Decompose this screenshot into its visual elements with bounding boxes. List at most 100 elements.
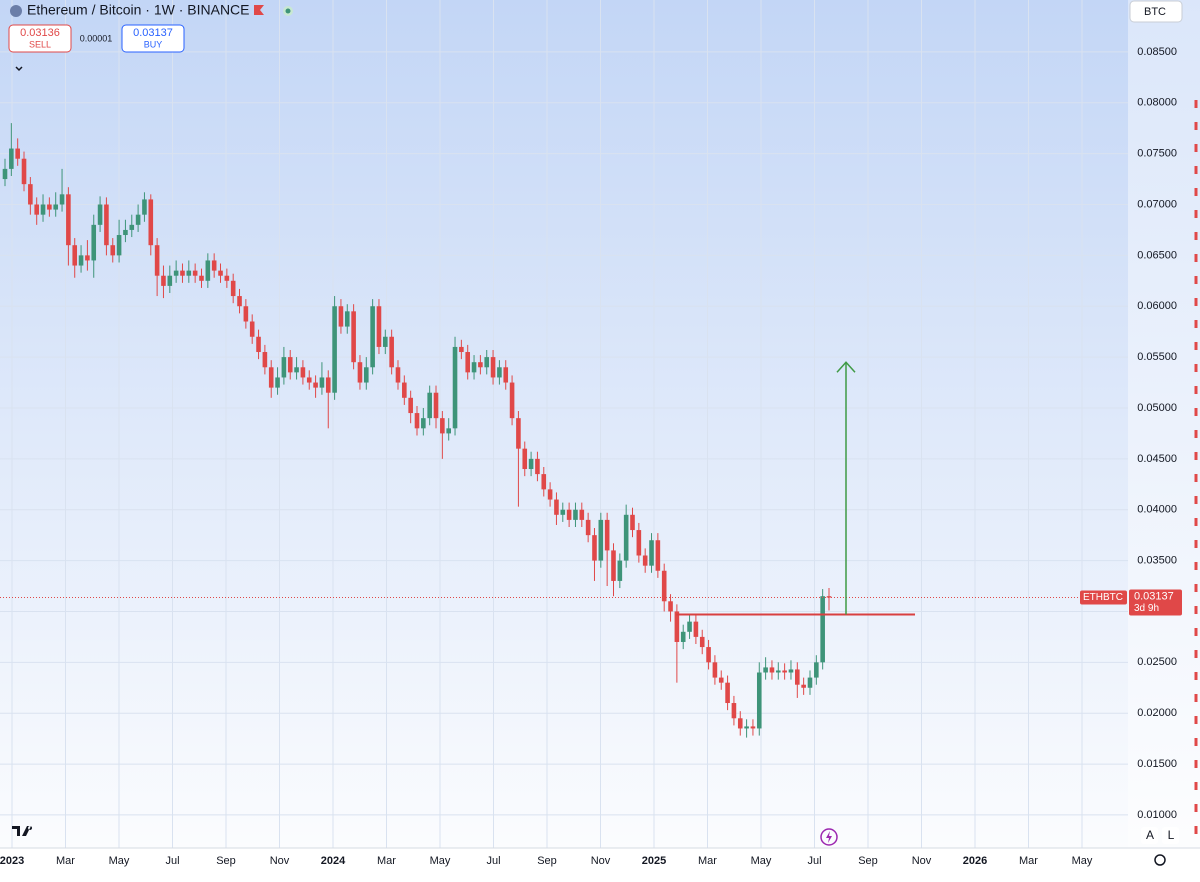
- y-tick-label: 0.02000: [1137, 707, 1177, 719]
- currency-button[interactable]: [1129, 0, 1183, 23]
- x-tick-label: Mar: [1019, 855, 1038, 867]
- x-tick-label: May: [751, 855, 772, 867]
- candle-body: [471, 362, 477, 373]
- candle-body: [541, 474, 547, 490]
- x-tick-label: 2026: [963, 855, 987, 867]
- candle-body: [566, 509, 572, 520]
- candle-body: [21, 158, 27, 185]
- candle-body: [370, 306, 375, 368]
- candle-body: [325, 377, 331, 393]
- candle-body: [294, 367, 299, 373]
- candle-body: [795, 669, 800, 685]
- x-tick-label: Jul: [486, 855, 500, 867]
- plot-background: [0, 0, 1128, 848]
- logo: [12, 826, 33, 836]
- candle-body: [814, 662, 819, 678]
- candle-body: [547, 489, 553, 500]
- buy-button[interactable]: [121, 24, 185, 53]
- candle-body: [59, 194, 65, 205]
- y-tick-label: 0.07000: [1137, 198, 1177, 210]
- candle-body: [344, 311, 350, 327]
- candle-body: [300, 367, 306, 378]
- auto-scale-button[interactable]: [1141, 827, 1158, 844]
- x-tick-label: Jul: [807, 855, 821, 867]
- x-tick-label: 2025: [642, 855, 666, 867]
- candle-body: [97, 204, 103, 225]
- candle-body: [9, 148, 14, 169]
- candle-body: [516, 418, 521, 449]
- currency-label: BTC: [1144, 6, 1166, 18]
- candle-body: [249, 321, 255, 337]
- sell-button[interactable]: [8, 24, 72, 53]
- candle-body: [34, 204, 39, 215]
- y-tick-label: 0.04500: [1137, 453, 1177, 465]
- candle-body: [395, 367, 401, 383]
- candle-body: [173, 270, 179, 276]
- candle-body: [306, 377, 312, 383]
- candle-body: [72, 245, 78, 266]
- candle-body: [687, 621, 692, 632]
- candle-body: [363, 367, 369, 383]
- log-scale-button[interactable]: [1162, 827, 1179, 844]
- candle-body: [383, 336, 388, 347]
- candle-body: [731, 703, 737, 719]
- candle-body: [262, 352, 268, 368]
- candle-body: [706, 647, 711, 663]
- price-tag-value: 0.03137: [1134, 590, 1174, 602]
- x-tick-label: Nov: [591, 855, 611, 867]
- candle-body: [535, 458, 540, 475]
- candle-body: [287, 357, 293, 373]
- candle-body: [750, 726, 756, 729]
- settings-icon[interactable]: [1154, 854, 1166, 866]
- candle-body: [154, 245, 160, 276]
- candle-body: [826, 596, 832, 598]
- candle-body: [408, 397, 413, 414]
- sell-label: SELL: [29, 39, 51, 49]
- candle-body: [725, 682, 730, 704]
- candle-body: [655, 540, 661, 571]
- candle-body: [2, 168, 8, 180]
- candle-body: [465, 352, 471, 373]
- candle-body: [744, 726, 749, 729]
- x-tick-label: Mar: [377, 855, 396, 867]
- candle-body: [180, 270, 185, 276]
- symbol-icon: [10, 5, 22, 17]
- candle-body: [313, 382, 318, 388]
- candle-body: [573, 509, 578, 520]
- candle-body: [617, 560, 623, 581]
- symbol-tag: [1080, 590, 1127, 605]
- candle-body: [211, 260, 217, 271]
- log-scale-label: L: [1168, 828, 1175, 842]
- candle-body: [224, 275, 230, 281]
- candle-body: [446, 428, 451, 434]
- candle-body: [459, 346, 464, 353]
- candle-body: [642, 555, 648, 566]
- candle-body: [142, 199, 147, 215]
- collapse-toggle[interactable]: [15, 66, 23, 72]
- candle-body: [91, 224, 97, 261]
- candle-body: [230, 280, 236, 297]
- candle-body: [15, 148, 20, 159]
- y-tick-label: 0.07500: [1137, 148, 1177, 160]
- candle-body: [319, 377, 325, 388]
- events-icon[interactable]: [820, 828, 838, 846]
- candle-body: [718, 677, 724, 683]
- candle-body: [699, 636, 705, 648]
- y-tick-label: 0.04000: [1137, 504, 1177, 516]
- candle-body: [389, 336, 394, 368]
- candle-body: [782, 670, 787, 673]
- candle-body: [452, 346, 458, 429]
- candle-body: [756, 672, 762, 729]
- x-tick-label: Mar: [698, 855, 717, 867]
- candle-body: [560, 509, 566, 515]
- price-tag: [1129, 589, 1182, 616]
- price-tag-countdown: 3d 9h: [1134, 603, 1159, 614]
- sell-price: 0.03136: [20, 27, 60, 39]
- candle-body: [237, 296, 242, 307]
- y-tick-label: 0.05500: [1137, 351, 1177, 363]
- candle-body: [256, 336, 261, 353]
- candle-body: [478, 362, 483, 368]
- buy-label: BUY: [144, 39, 163, 49]
- candle-body: [623, 514, 629, 561]
- auto-scale-label: A: [1146, 828, 1154, 842]
